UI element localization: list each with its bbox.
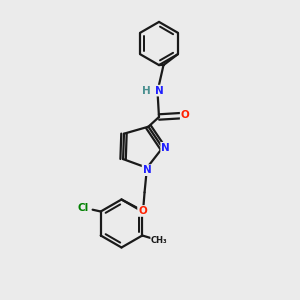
Text: H: H (142, 85, 151, 96)
Text: O: O (181, 110, 190, 121)
Text: N: N (142, 165, 151, 175)
Text: CH₃: CH₃ (151, 236, 168, 245)
Text: Cl: Cl (77, 203, 88, 213)
Text: N: N (161, 143, 170, 153)
Text: N: N (154, 85, 164, 96)
Text: O: O (138, 206, 147, 216)
